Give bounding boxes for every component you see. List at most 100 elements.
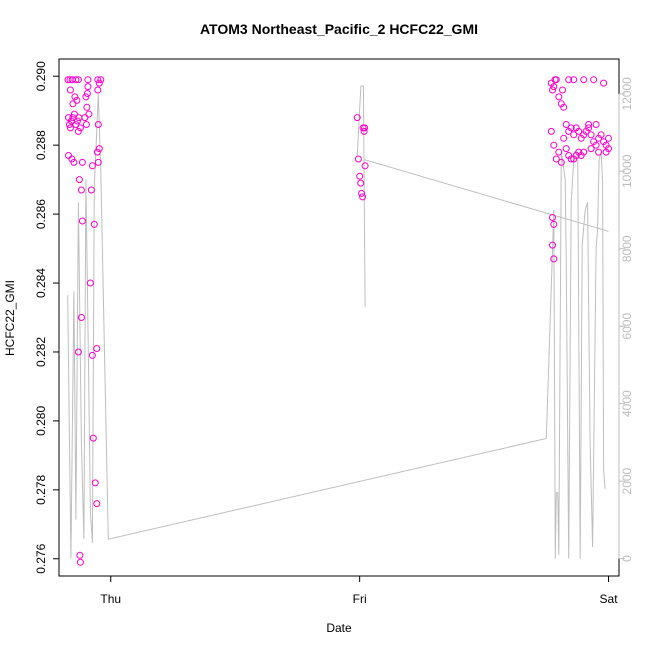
data-point bbox=[550, 83, 558, 91]
data-point bbox=[86, 279, 94, 287]
y-tick-label: 0.286 bbox=[34, 199, 48, 229]
x-tick-label: Sat bbox=[600, 592, 619, 606]
data-point bbox=[560, 103, 568, 111]
plot-frame bbox=[58, 58, 620, 577]
x-axis: Thu Fri Sat bbox=[100, 575, 619, 606]
data-point bbox=[567, 124, 575, 132]
data-point bbox=[585, 121, 593, 128]
data-point bbox=[580, 76, 588, 84]
data-point bbox=[70, 158, 78, 166]
altitude-line-segment bbox=[356, 85, 366, 307]
data-point bbox=[559, 86, 566, 94]
data-point bbox=[93, 148, 101, 156]
data-point bbox=[94, 158, 102, 166]
data-point bbox=[597, 131, 605, 139]
data-point bbox=[557, 158, 565, 166]
data-point bbox=[73, 96, 81, 104]
data-point bbox=[97, 76, 105, 84]
data-point bbox=[552, 76, 560, 84]
chart-title: ATOM3 Northeast_Pacific_2 HCFC22_GMI bbox=[200, 21, 478, 37]
data-point bbox=[91, 479, 99, 487]
data-point bbox=[358, 189, 366, 197]
data-point bbox=[605, 145, 612, 153]
y-tick-label: 0.280 bbox=[34, 406, 48, 436]
data-point bbox=[93, 500, 101, 508]
x-tick-label: Thu bbox=[100, 592, 121, 606]
data-point bbox=[353, 114, 361, 122]
data-point bbox=[84, 76, 92, 84]
data-point bbox=[562, 121, 570, 128]
y-tick-label: 0.290 bbox=[34, 61, 48, 91]
data-point bbox=[550, 220, 558, 228]
data-point bbox=[94, 76, 102, 84]
data-point bbox=[84, 83, 92, 91]
data-point bbox=[567, 155, 575, 163]
left-axis: 0.276 0.278 0.280 0.282 0.284 0.286 0.288 0.290 bbox=[34, 61, 60, 574]
data-point bbox=[95, 145, 103, 153]
data-point bbox=[550, 255, 558, 263]
y-tick-label: 0.284 bbox=[34, 268, 48, 298]
data-point bbox=[88, 162, 96, 170]
altitude-line-layer bbox=[67, 85, 609, 559]
data-point bbox=[66, 86, 74, 94]
y2-tick-label: 8000 bbox=[620, 235, 634, 262]
data-point bbox=[565, 76, 573, 84]
data-point bbox=[549, 214, 556, 221]
y2-tick-label: 10000 bbox=[620, 154, 634, 188]
y2-tick-label: 2000 bbox=[620, 467, 634, 494]
data-point bbox=[557, 100, 565, 108]
data-point bbox=[549, 241, 556, 249]
data-point bbox=[94, 121, 102, 128]
data-point bbox=[89, 434, 97, 442]
data-point bbox=[72, 121, 80, 128]
data-point bbox=[552, 155, 560, 163]
data-point bbox=[356, 172, 364, 180]
data-point bbox=[562, 145, 570, 153]
x-tick-label: Fri bbox=[353, 592, 367, 606]
data-point bbox=[555, 93, 563, 101]
data-point bbox=[95, 79, 103, 87]
data-point bbox=[592, 141, 600, 149]
y-tick-label: 0.282 bbox=[34, 337, 48, 367]
data-point bbox=[74, 76, 82, 84]
data-point bbox=[65, 152, 72, 159]
data-point bbox=[85, 110, 93, 118]
data-point bbox=[560, 134, 568, 142]
data-point bbox=[68, 155, 76, 163]
y2-tick-label: 0 bbox=[620, 555, 634, 562]
data-point bbox=[77, 186, 85, 194]
data-point bbox=[90, 220, 98, 228]
y-tick-label: 0.288 bbox=[34, 130, 48, 160]
data-point bbox=[357, 179, 365, 187]
data-point bbox=[555, 148, 563, 156]
data-point bbox=[71, 93, 79, 101]
y2-tick-label: 4000 bbox=[620, 390, 634, 417]
data-point bbox=[580, 148, 588, 156]
data-point bbox=[600, 79, 608, 87]
data-point bbox=[550, 141, 558, 149]
scatter-points bbox=[64, 76, 612, 566]
right-axis: 0 2000 4000 6000 8000 10000 12000 bbox=[618, 77, 634, 562]
data-point bbox=[595, 148, 603, 156]
data-point bbox=[72, 76, 80, 84]
data-point bbox=[359, 193, 367, 201]
y2-tick-label: 6000 bbox=[620, 313, 634, 340]
data-point bbox=[76, 124, 84, 132]
data-point bbox=[354, 155, 362, 163]
data-point bbox=[602, 148, 610, 156]
y2-tick-label: 12000 bbox=[620, 77, 634, 111]
y-tick-label: 0.276 bbox=[34, 543, 48, 573]
data-point bbox=[77, 314, 85, 321]
data-point bbox=[360, 127, 368, 135]
altitude-line-segment bbox=[364, 159, 609, 232]
data-point bbox=[87, 186, 95, 194]
data-point bbox=[74, 127, 82, 135]
data-point bbox=[93, 345, 101, 352]
data-point bbox=[83, 90, 91, 97]
x-axis-label: Date bbox=[326, 621, 352, 635]
data-point bbox=[570, 76, 578, 84]
data-point bbox=[570, 131, 578, 139]
data-point bbox=[76, 551, 84, 559]
y-tick-label: 0.278 bbox=[34, 474, 48, 504]
